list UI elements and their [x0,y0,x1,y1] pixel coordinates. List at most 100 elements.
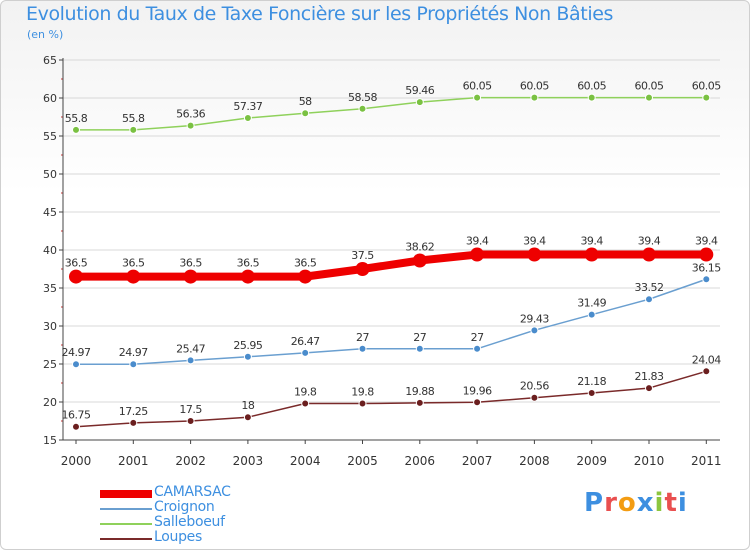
x-tick-label: 2000 [61,454,92,468]
series-line-camarsac [72,250,711,281]
data-label-camarsac: 38.62 [405,240,434,253]
data-point-salleboeuf [301,109,310,118]
data-label-salleboeuf: 58.58 [348,91,377,104]
data-label-salleboeuf: 60.05 [520,80,549,93]
x-tick-label: 2005 [347,454,378,468]
logo-letter: o [617,488,637,518]
data-label-loupes: 20.56 [520,380,549,393]
x-tick-label: 2001 [118,454,149,468]
data-label-loupes: 17.25 [119,405,148,418]
data-point-loupes [301,399,310,408]
data-label-croignon: 24.97 [62,346,91,359]
data-point-croignon [129,360,138,369]
data-label-salleboeuf: 60.05 [635,80,664,93]
x-tick-label: 2010 [634,454,665,468]
data-point-camarsac [470,247,485,262]
data-label-salleboeuf: 55.8 [65,112,88,125]
data-label-croignon: 33.52 [635,281,664,294]
data-label-loupes: 18 [241,399,254,412]
logo-letter: P [584,488,605,518]
data-label-loupes: 21.18 [577,375,606,388]
logo-letter: t [664,488,678,518]
data-label-salleboeuf: 57.37 [233,100,262,113]
logo-letter: x [636,488,655,518]
x-tick-label: 2009 [576,454,607,468]
data-label-loupes: 24.04 [692,353,721,366]
data-point-salleboeuf [645,93,653,102]
data-point-loupes [587,389,596,398]
data-label-loupes: 19.96 [463,384,492,397]
y-tick-label: 65 [43,54,57,67]
y-tick-label: 25 [43,358,57,371]
data-label-camarsac: 39.4 [523,235,546,248]
data-label-salleboeuf: 56.36 [176,108,205,121]
data-point-camarsac [240,269,255,284]
data-point-loupes [473,398,482,407]
y-tick-label: 40 [43,244,57,257]
y-tick-label: 55 [43,130,57,143]
data-label-salleboeuf: 60.05 [463,80,492,93]
data-point-croignon [473,344,482,353]
legend-label-loupes: Loupes [154,529,202,545]
data-point-salleboeuf [358,104,367,113]
data-label-croignon: 36.15 [692,261,721,274]
data-point-salleboeuf [186,121,195,130]
data-point-camarsac [69,269,83,284]
data-label-salleboeuf: 59.46 [405,84,434,97]
legend-label-croignon: Croignon [154,499,215,515]
data-point-salleboeuf [587,93,596,102]
data-label-croignon: 25.95 [233,339,262,352]
x-tick-label: 2011 [691,454,722,468]
data-label-salleboeuf: 60.05 [577,80,606,93]
data-label-croignon: 26.47 [291,335,320,348]
data-point-camarsac [183,269,198,284]
series-camarsac [69,247,714,284]
data-label-camarsac: 39.4 [466,235,489,248]
legend-label-camarsac: CAMARSAC [154,484,231,500]
data-point-camarsac [298,269,313,284]
data-point-croignon [358,344,367,353]
data-point-croignon [645,295,653,304]
data-point-loupes [186,417,195,425]
data-label-loupes: 19.8 [351,386,374,399]
logo-letter: r [604,488,618,518]
y-tick-label: 35 [43,282,57,295]
data-point-camarsac [642,247,656,262]
data-label-croignon: 27 [356,331,369,344]
data-point-salleboeuf [530,93,539,102]
data-point-salleboeuf [129,125,138,134]
x-tick-label: 2008 [519,454,550,468]
data-label-salleboeuf: 58 [299,95,312,108]
y-tick-label: 50 [43,168,57,181]
data-point-salleboeuf [72,125,80,134]
data-point-camarsac [527,247,542,262]
data-point-loupes [415,398,424,407]
data-label-loupes: 17.5 [179,403,202,416]
series-salleboeuf [72,93,711,134]
data-point-croignon [587,310,596,319]
series-line-croignon [75,278,708,365]
y-tick-label: 45 [43,206,57,219]
legend-swatch-camarsac [100,490,152,498]
series-loupes [72,367,711,431]
data-label-camarsac: 39.4 [638,235,661,248]
data-point-croignon [243,352,252,361]
data-point-croignon [186,356,195,365]
data-point-loupes [530,393,539,402]
data-label-camarsac: 39.4 [695,235,718,248]
data-label-loupes: 19.8 [294,386,317,399]
data-label-loupes: 19.88 [405,385,434,398]
data-labels: 55.8 55.8 56.36 57.37 58 58.58 59.46 60.05 60.05… [62,80,722,422]
data-point-croignon [415,344,424,353]
data-label-loupes: 21.83 [635,370,664,383]
y-tick-label: 60 [43,92,57,105]
x-tick-label: 2003 [233,454,264,468]
data-label-camarsac: 36.5 [294,257,317,270]
data-point-loupes [129,418,138,427]
data-label-croignon: 27 [413,331,426,344]
data-label-loupes: 16.75 [62,409,91,422]
data-label-croignon: 29.43 [520,312,549,325]
series-croignon [72,275,711,369]
data-label-camarsac: 39.4 [580,235,603,248]
